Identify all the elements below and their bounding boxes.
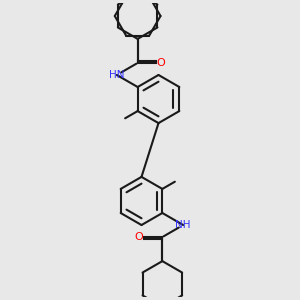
Text: HN: HN xyxy=(109,70,124,80)
Text: O: O xyxy=(135,232,144,242)
Text: O: O xyxy=(156,58,165,68)
Text: NH: NH xyxy=(176,220,191,230)
